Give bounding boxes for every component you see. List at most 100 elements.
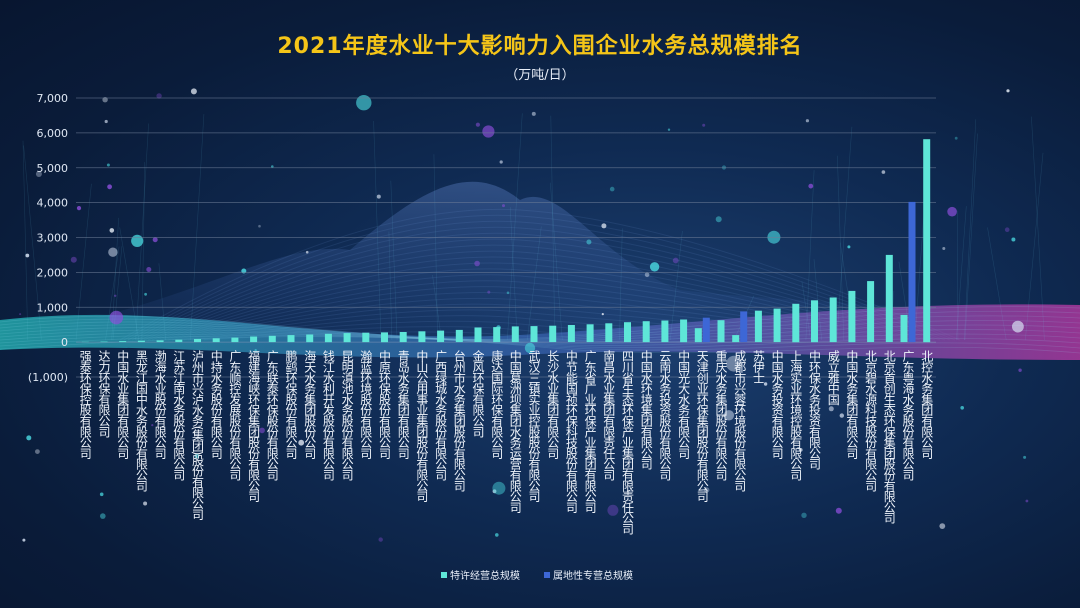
bar-franchise: [493, 327, 501, 343]
x-tick-label: 中原环保股份有限公司: [378, 349, 392, 459]
x-tick-label: 中环保水务投资有限公司: [808, 349, 822, 470]
gridlines: [76, 97, 936, 378]
bar-franchise: [900, 314, 908, 343]
x-tick-label: 北京碧水源科技股份有限公司: [864, 350, 878, 492]
unit-label: （万吨/日）: [505, 68, 575, 83]
x-tick-label: 成都市兴蓉环境股份有限公司: [733, 350, 747, 492]
bar-franchise: [624, 322, 631, 343]
legend-label: 属地性专营总规模: [553, 569, 633, 582]
bar-territorial: [740, 311, 748, 343]
bar-franchise: [530, 326, 538, 343]
bar-franchise: [680, 319, 688, 343]
x-tick-label: 达力环保有限公司: [97, 350, 111, 438]
x-tick-label: 广东省广业环保产业集团有限公司: [583, 350, 597, 513]
bar-franchise: [848, 290, 856, 343]
bar-franchise: [773, 308, 781, 343]
y-tick-label: 5,000: [37, 162, 69, 175]
x-tick-label: 长沙水业集团有限公司: [546, 350, 560, 459]
bar-franchise: [754, 310, 762, 343]
x-tick-label: 四川省生态环保产业集团有限责任公司: [621, 350, 635, 534]
x-tick-label: 瀚蓝环境股份有限公司: [359, 349, 373, 459]
bar-franchise: [792, 303, 800, 343]
bar-franchise: [867, 281, 875, 343]
x-tick-label: 南昌水业集团有限责任公司: [602, 349, 616, 481]
x-tick-label: 中国水业集团有限公司: [116, 349, 130, 459]
bar-franchise: [567, 325, 575, 343]
x-tick-label: 中山公用事业集团股份有限公司: [415, 349, 429, 502]
x-tick-label: 广东顺控发展股份有限公司: [228, 350, 242, 481]
bar-franchise: [343, 333, 351, 343]
bar-franchise: [511, 326, 519, 343]
bar-franchise: [268, 335, 276, 343]
y-tick-label: 4,000: [37, 197, 69, 210]
x-tick-label: 苏伊士: [751, 350, 765, 383]
x-tick-label: 重庆水务集团股份有限公司: [714, 350, 728, 481]
bar-franchise: [605, 323, 613, 343]
y-tick-label: 3,000: [37, 232, 69, 245]
bar-franchise: [811, 300, 818, 343]
bar-franchise: [474, 327, 482, 343]
bars: [81, 139, 931, 343]
x-tick-label: 泸州市兴泸水务(集团)股份有限公司: [191, 350, 205, 520]
bar-franchise: [100, 341, 108, 343]
bar-franchise: [549, 325, 557, 343]
bar-franchise: [586, 324, 594, 343]
x-tick-label: 中国水务集团有限公司: [845, 349, 859, 459]
legend: 特许经营总规模 属地性专营总规模: [441, 569, 633, 582]
legend-swatch: [544, 572, 550, 578]
x-tick-label: 钱江水利开发股份有限公司: [321, 349, 335, 481]
bar-franchise: [212, 338, 220, 343]
bar-franchise: [694, 328, 702, 343]
x-tick-label: 中国水环境集团有限公司: [639, 349, 653, 470]
x-tick-label: 中国水务投资有限公司: [770, 349, 784, 459]
x-tick-label: 中国葛洲坝集团水务运营有限公司: [508, 349, 522, 513]
x-tick-label: 广西绿城水务股份有限公司: [434, 350, 448, 481]
bar-franchise: [661, 320, 669, 343]
bar-franchise: [399, 332, 407, 343]
legend-label: 特许经营总规模: [450, 569, 520, 582]
bar-franchise: [137, 340, 145, 343]
legend-swatch: [441, 572, 447, 578]
y-tick-label: (1,000): [28, 371, 68, 384]
bar-franchise: [381, 332, 388, 343]
x-tick-label: 中节能国祯环保科技股份有限公司: [564, 349, 578, 513]
y-tick-label: 1,000: [37, 301, 69, 314]
x-tick-label: 广东联泰环保股份有限公司: [265, 350, 279, 481]
bar-franchise: [287, 335, 295, 343]
bar-franchise: [437, 330, 445, 343]
x-tick-label: 福建海峡环保集团股份有限公司: [247, 349, 261, 502]
x-tick-label: 中国光大水务有限公司: [677, 349, 691, 459]
bar-franchise: [175, 339, 183, 343]
bar-franchise: [194, 339, 201, 343]
y-tick-label: 2,000: [37, 266, 69, 279]
x-tick-label: 渤海水业股份有限公司: [153, 350, 167, 459]
bar-franchise: [829, 297, 837, 343]
x-tick-label: 金风环保有限公司: [471, 349, 485, 438]
bar-franchise: [156, 340, 164, 343]
x-tick-label: 武汉三镇实业控股股份有限公司: [527, 350, 541, 502]
bar-territorial: [702, 317, 710, 343]
bar-franchise: [717, 320, 725, 343]
x-tick-label: 鹏鹞环保股份有限公司: [284, 350, 298, 459]
x-tick-label: 中持水务股份有限公司: [209, 349, 223, 459]
bar-franchise: [642, 321, 650, 343]
bar-franchise: [119, 341, 127, 343]
bar-franchise: [455, 329, 463, 343]
chart-title: 2021年度水业十大影响力入围企业水务总规模排名: [277, 34, 803, 59]
y-tick-label: 6,000: [37, 127, 69, 140]
y-tick-label: 7,000: [37, 92, 69, 105]
bar-franchise: [362, 332, 370, 343]
x-tick-label: 强泰环保控股有限公司: [78, 350, 92, 459]
bar-franchise: [885, 254, 893, 343]
x-tick-label: 昆明滇池水务股份有限公司: [340, 350, 354, 481]
x-tick-label: 北控水务集团有限公司: [920, 350, 934, 459]
x-tick-label: 江苏江南水务股份有限公司: [172, 350, 186, 481]
x-tick-label: 广东粤海水务股份有限公司: [901, 350, 915, 481]
x-tick-labels: 强泰环保控股有限公司 达力环保有限公司 中国水业集团有限公司 黑龙江国中水务股份有限公…: [78, 349, 933, 535]
x-tick-label: 北京首创生态环保集团股份有限公司: [882, 350, 896, 524]
bar-franchise: [231, 337, 239, 343]
bar-franchise: [250, 336, 258, 343]
y-tick-label: 0: [61, 336, 68, 349]
bar-franchise: [324, 333, 332, 343]
